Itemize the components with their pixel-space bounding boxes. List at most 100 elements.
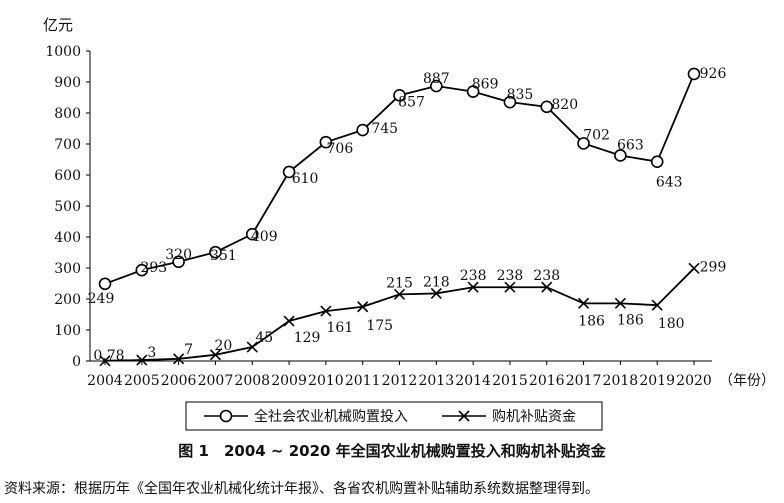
- y-axis-unit: 亿元: [43, 16, 73, 34]
- data-label: 249: [88, 291, 115, 307]
- y-tick-label: 900: [54, 75, 81, 91]
- data-label: 835: [507, 87, 534, 103]
- data-point-circle: [577, 137, 590, 150]
- x-tick-label: 2009: [271, 373, 307, 389]
- data-label: 161: [327, 320, 354, 336]
- y-tick-label: 800: [54, 106, 81, 122]
- x-tick-label: 2019: [639, 373, 675, 389]
- data-label: 745: [371, 121, 398, 137]
- source-note: 资料来源：根据历年《全国年农业机械化统计年报》、各省农机购置补贴辅助系统数据整理…: [4, 481, 599, 497]
- data-point-x: [246, 341, 258, 353]
- y-tick-label: 0: [72, 354, 81, 370]
- data-point-circle: [172, 255, 185, 269]
- data-point-circle: [614, 149, 627, 162]
- data-point-x: [320, 305, 332, 317]
- data-label: 869: [472, 77, 499, 93]
- data-label: 7: [184, 342, 193, 358]
- legend-label: 全社会农业机械购置投入: [254, 408, 408, 425]
- data-point-x: [651, 299, 663, 311]
- data-point-x: [136, 354, 148, 366]
- x-tick-label: 2005: [124, 373, 160, 389]
- data-point-circle: [282, 165, 296, 179]
- data-label: 45: [255, 330, 273, 346]
- figure-caption: 图 1 2004 ~ 2020 年全国农业机械购置投入和购机补贴资金: [178, 442, 606, 460]
- data-point-circle: [687, 67, 701, 81]
- data-point-circle: [650, 155, 664, 168]
- x-tick-label: 2011: [345, 373, 381, 389]
- x-tick-label: 2006: [161, 373, 197, 389]
- y-tick-label: 200: [54, 292, 81, 308]
- data-label: 3: [147, 345, 156, 361]
- data-label: 186: [578, 313, 605, 329]
- x-tick-label: 2013: [418, 373, 454, 389]
- data-label: 706: [327, 141, 354, 157]
- x-tick-label: 2010: [308, 373, 344, 389]
- legend-box: [185, 401, 603, 431]
- x-tick-label: 2004: [87, 373, 123, 389]
- x-axis-label: （年份）: [719, 373, 775, 389]
- data-point-circle: [135, 263, 149, 277]
- data-point-x: [688, 262, 700, 274]
- data-point-circle: [98, 277, 112, 291]
- x-tick-label: 2020: [676, 373, 712, 389]
- data-label: 663: [617, 137, 644, 153]
- data-point-x: [393, 288, 406, 300]
- y-tick-label: 300: [54, 261, 81, 277]
- y-tick-label: 100: [54, 323, 81, 339]
- x-tick-label: 2008: [234, 373, 270, 389]
- data-point-x: [283, 315, 295, 327]
- data-point-x: [99, 355, 111, 367]
- y-tick-label: 500: [54, 199, 81, 215]
- y-tick-label: 700: [54, 137, 81, 153]
- data-label: 180: [658, 316, 685, 332]
- data-point-x: [541, 281, 553, 293]
- data-label: 299: [700, 259, 727, 275]
- y-tick-label: 1000: [45, 44, 81, 60]
- data-label: 238: [497, 268, 524, 284]
- data-point-x: [209, 349, 222, 361]
- data-point-circle: [466, 85, 480, 98]
- data-label: 820: [551, 97, 578, 113]
- x-tick-label: 2015: [492, 373, 528, 389]
- legend-label: 购机补贴资金: [492, 409, 576, 425]
- x-tick-label: 2012: [382, 373, 418, 389]
- data-label: 129: [294, 330, 321, 346]
- data-label: 175: [366, 318, 393, 334]
- data-point-x: [173, 353, 185, 365]
- x-tick-label: 2007: [198, 373, 234, 389]
- data-label: 887: [423, 71, 450, 87]
- data-label: 610: [292, 171, 319, 187]
- data-label: 20: [215, 338, 233, 354]
- x-tick-label: 2014: [455, 373, 491, 389]
- data-point-x: [467, 281, 479, 293]
- data-label: 926: [700, 66, 727, 82]
- legend-marker-x: [458, 410, 470, 422]
- data-label: 351: [210, 248, 237, 264]
- data-point-circle: [393, 89, 406, 102]
- data-point-circle: [209, 245, 222, 259]
- data-label: 238: [533, 268, 560, 284]
- x-tick-label: 2017: [566, 373, 602, 389]
- x-tick-label: 2018: [603, 373, 639, 389]
- y-tick-label: 600: [54, 168, 81, 184]
- data-label: 218: [423, 274, 450, 290]
- data-point-circle: [503, 95, 517, 109]
- data-point-circle: [319, 135, 333, 149]
- data-label: 702: [583, 127, 610, 143]
- legend: 全社会农业机械购置投入 购机补贴资金: [185, 401, 603, 431]
- series-purchase-subsidy: 0.78 3 7 20 45 129 161 175 215 218 238 238 238 186 186…: [93, 259, 727, 367]
- data-point-x: [430, 287, 442, 299]
- data-label: 409: [251, 229, 278, 245]
- data-point-circle: [430, 79, 443, 93]
- data-label: 320: [165, 247, 192, 263]
- data-label: 643: [656, 175, 683, 191]
- data-point-x: [504, 281, 516, 293]
- data-point-x: [614, 297, 626, 309]
- data-label: 215: [386, 275, 413, 291]
- legend-marker-circle: [219, 409, 233, 423]
- data-point-circle: [356, 123, 369, 137]
- data-label: 0.78: [93, 348, 124, 364]
